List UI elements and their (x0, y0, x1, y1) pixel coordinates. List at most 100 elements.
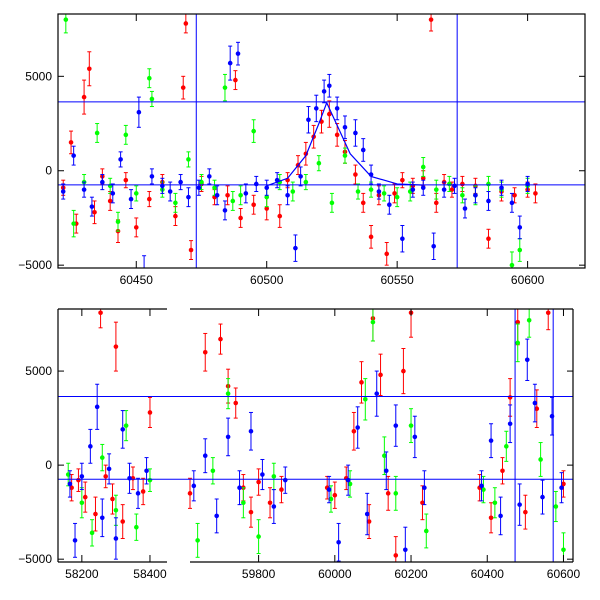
data-point-green (230, 191, 236, 211)
data-marker (393, 491, 399, 496)
data-marker (387, 202, 392, 208)
data-point-blue (321, 79, 327, 104)
data-marker (420, 185, 426, 191)
data-marker (180, 85, 186, 90)
data-point-green (71, 209, 76, 238)
data-point-blue (313, 94, 319, 123)
data-marker (271, 474, 277, 479)
data-marker (81, 187, 87, 192)
data-point-green (186, 151, 191, 168)
data-marker (128, 196, 134, 202)
data-marker (113, 536, 119, 541)
data-point-red (147, 396, 153, 429)
data-point-blue (71, 145, 76, 166)
data-marker (515, 319, 521, 325)
data-marker (334, 132, 340, 138)
series-green (63, 14, 530, 268)
data-marker (212, 185, 217, 191)
data-marker (225, 391, 231, 396)
x-tick-label: 60550 (380, 273, 414, 287)
data-marker (118, 157, 123, 162)
data-marker (374, 391, 380, 396)
data-point-blue (100, 174, 105, 191)
data-marker (410, 187, 416, 192)
data-point-red (401, 348, 406, 395)
data-point-blue (532, 383, 538, 423)
data-marker (187, 491, 193, 496)
x-tick-label: 60400 (471, 567, 505, 581)
data-marker (88, 444, 93, 449)
data-marker (167, 189, 173, 194)
data-point-green (393, 475, 399, 511)
data-marker (196, 185, 202, 191)
data-marker (195, 538, 200, 543)
data-point-red (545, 309, 551, 331)
x-tick-label: 60200 (394, 567, 428, 581)
data-point-green (79, 487, 85, 519)
data-marker (355, 425, 360, 430)
data-marker (553, 504, 559, 509)
data-point-green (486, 175, 491, 193)
data-marker (113, 507, 119, 513)
data-marker (447, 181, 452, 187)
data-point-red (147, 191, 152, 208)
data-point-green (123, 410, 129, 442)
data-marker (227, 60, 233, 66)
data-point-blue (94, 383, 100, 430)
data-point-blue (88, 428, 93, 464)
data-marker (561, 547, 566, 553)
series-blue (60, 41, 530, 268)
data-marker (94, 130, 100, 136)
data-point-green (225, 378, 231, 410)
data-point-blue (400, 225, 405, 253)
data-marker (79, 474, 85, 479)
data-marker (321, 89, 327, 94)
data-point-red (225, 185, 230, 206)
data-point-blue (403, 526, 408, 562)
data-marker (500, 468, 505, 474)
data-point-red (133, 217, 139, 238)
data-point-green (63, 14, 69, 34)
data-point-blue (142, 255, 147, 268)
data-point-red (267, 487, 273, 519)
data-point-blue (360, 138, 366, 162)
data-marker (81, 94, 87, 100)
data-point-blue (517, 215, 523, 240)
data-marker (290, 189, 296, 194)
data-point-red (218, 323, 223, 355)
data-point-blue (214, 185, 220, 206)
data-marker (420, 164, 426, 170)
data-marker (92, 209, 97, 215)
data-point-green (210, 457, 216, 485)
plot-area (58, 309, 573, 562)
data-point-red (107, 191, 113, 211)
data-point-green (433, 179, 439, 200)
x-tick-label: 60500 (250, 273, 284, 287)
data-marker (408, 423, 414, 428)
data-point-blue (235, 41, 241, 66)
data-marker (504, 444, 509, 449)
data-marker (233, 400, 239, 406)
data-marker (218, 336, 223, 342)
data-marker (381, 191, 387, 196)
data-marker (251, 202, 256, 208)
data-point-blue (326, 475, 332, 504)
data-point-green (515, 323, 521, 363)
data-point-blue (99, 498, 105, 538)
data-marker (173, 200, 178, 206)
data-point-red (180, 75, 186, 100)
data-marker (533, 191, 538, 196)
data-point-blue (498, 496, 503, 536)
data-point-green (99, 443, 105, 472)
data-marker (135, 491, 141, 496)
data-marker (71, 221, 76, 226)
data-point-red (110, 483, 115, 515)
data-marker (94, 404, 100, 410)
data-marker (98, 310, 103, 316)
data-marker (433, 187, 439, 192)
data-marker (401, 368, 406, 374)
data-marker (412, 434, 418, 440)
data-point-green (212, 179, 217, 196)
data-point-green (65, 462, 71, 487)
data-point-red (87, 51, 92, 87)
